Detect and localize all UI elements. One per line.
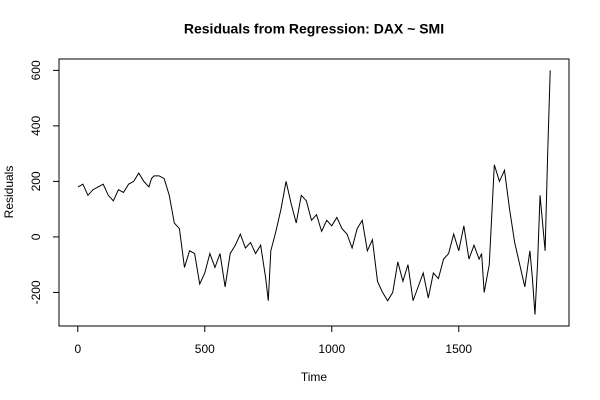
y-tick-label: 400: [29, 116, 43, 136]
y-tick-label: 0: [29, 233, 43, 240]
y-tick-label: -200: [29, 280, 43, 304]
y-axis-label: Residuals: [2, 166, 16, 219]
chart-title: Residuals from Regression: DAX ~ SMI: [184, 21, 444, 37]
y-tick-label: 600: [29, 60, 43, 80]
x-tick-label: 500: [195, 342, 215, 356]
x-tick-label: 0: [74, 342, 81, 356]
x-axis-label: Time: [301, 370, 328, 384]
plot-frame: [58, 58, 570, 327]
residual-line: [77, 70, 551, 315]
y-tick-label: 200: [29, 171, 43, 191]
x-tick-label: 1500: [445, 342, 472, 356]
x-tick-label: 1000: [318, 342, 345, 356]
